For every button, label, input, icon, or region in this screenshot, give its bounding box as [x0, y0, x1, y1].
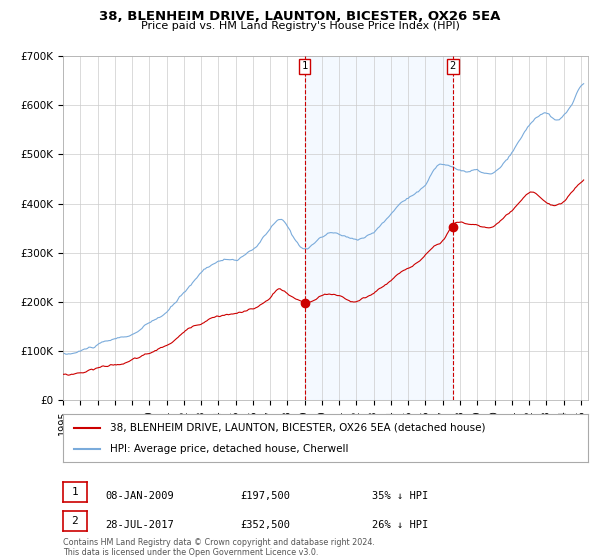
- Text: 28-JUL-2017: 28-JUL-2017: [105, 520, 174, 530]
- Text: £352,500: £352,500: [240, 520, 290, 530]
- Text: 35% ↓ HPI: 35% ↓ HPI: [372, 491, 428, 501]
- Text: 2: 2: [449, 61, 456, 71]
- Text: 38, BLENHEIM DRIVE, LAUNTON, BICESTER, OX26 5EA (detached house): 38, BLENHEIM DRIVE, LAUNTON, BICESTER, O…: [110, 423, 486, 433]
- Text: 26% ↓ HPI: 26% ↓ HPI: [372, 520, 428, 530]
- Text: Contains HM Land Registry data © Crown copyright and database right 2024.
This d: Contains HM Land Registry data © Crown c…: [63, 538, 375, 557]
- Text: £197,500: £197,500: [240, 491, 290, 501]
- Text: 1: 1: [71, 487, 79, 497]
- Text: Price paid vs. HM Land Registry's House Price Index (HPI): Price paid vs. HM Land Registry's House …: [140, 21, 460, 31]
- Text: 2: 2: [71, 516, 79, 526]
- Text: 38, BLENHEIM DRIVE, LAUNTON, BICESTER, OX26 5EA: 38, BLENHEIM DRIVE, LAUNTON, BICESTER, O…: [100, 10, 500, 23]
- Text: 1: 1: [302, 61, 308, 71]
- Text: 08-JAN-2009: 08-JAN-2009: [105, 491, 174, 501]
- Bar: [305, 56, 453, 400]
- Text: HPI: Average price, detached house, Cherwell: HPI: Average price, detached house, Cher…: [110, 444, 349, 454]
